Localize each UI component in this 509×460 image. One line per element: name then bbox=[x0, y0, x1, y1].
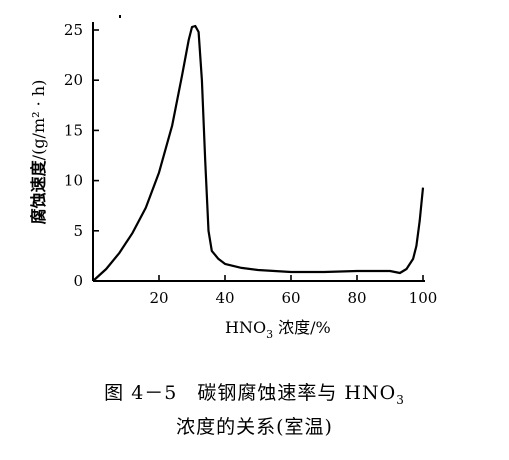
y-tick-label: 10 bbox=[64, 172, 83, 190]
svg-text:腐蚀速度/(g/m² · h): 腐蚀速度/(g/m² · h) bbox=[29, 80, 48, 225]
x-tick-label: 80 bbox=[347, 289, 366, 307]
chart-axes bbox=[92, 22, 425, 282]
x-tick-label: 40 bbox=[215, 289, 234, 307]
chart: 0 5 10 15 20 25 20 40 60 80 100 HNO3 浓度/% 腐蚀速度/(g/… bbox=[29, 21, 437, 340]
x-tick-label: 20 bbox=[149, 289, 168, 307]
y-tick-label: 20 bbox=[64, 71, 83, 89]
y-tick-label: 5 bbox=[73, 222, 83, 240]
figure-caption-line1: 图 4－5 碳钢腐蚀速率与 HNO3 bbox=[104, 382, 405, 407]
x-tick-label: 100 bbox=[409, 289, 438, 307]
corrosion-rate-line bbox=[92, 24, 425, 282]
y-tick-label: 0 bbox=[73, 272, 83, 290]
y-tick-label: 25 bbox=[64, 21, 83, 39]
x-tick-label: 60 bbox=[281, 289, 300, 307]
figure-caption-line2: 浓度的关系(室温) bbox=[176, 416, 333, 438]
chart-ticks: 0 5 10 15 20 25 20 40 60 80 100 bbox=[64, 21, 437, 307]
y-axis-label: 腐蚀速度/(g/m² · h) bbox=[29, 80, 48, 225]
stray-mark bbox=[119, 15, 121, 18]
y-tick-label: 15 bbox=[64, 121, 83, 139]
x-axis-label: HNO3 浓度/% bbox=[225, 318, 331, 340]
